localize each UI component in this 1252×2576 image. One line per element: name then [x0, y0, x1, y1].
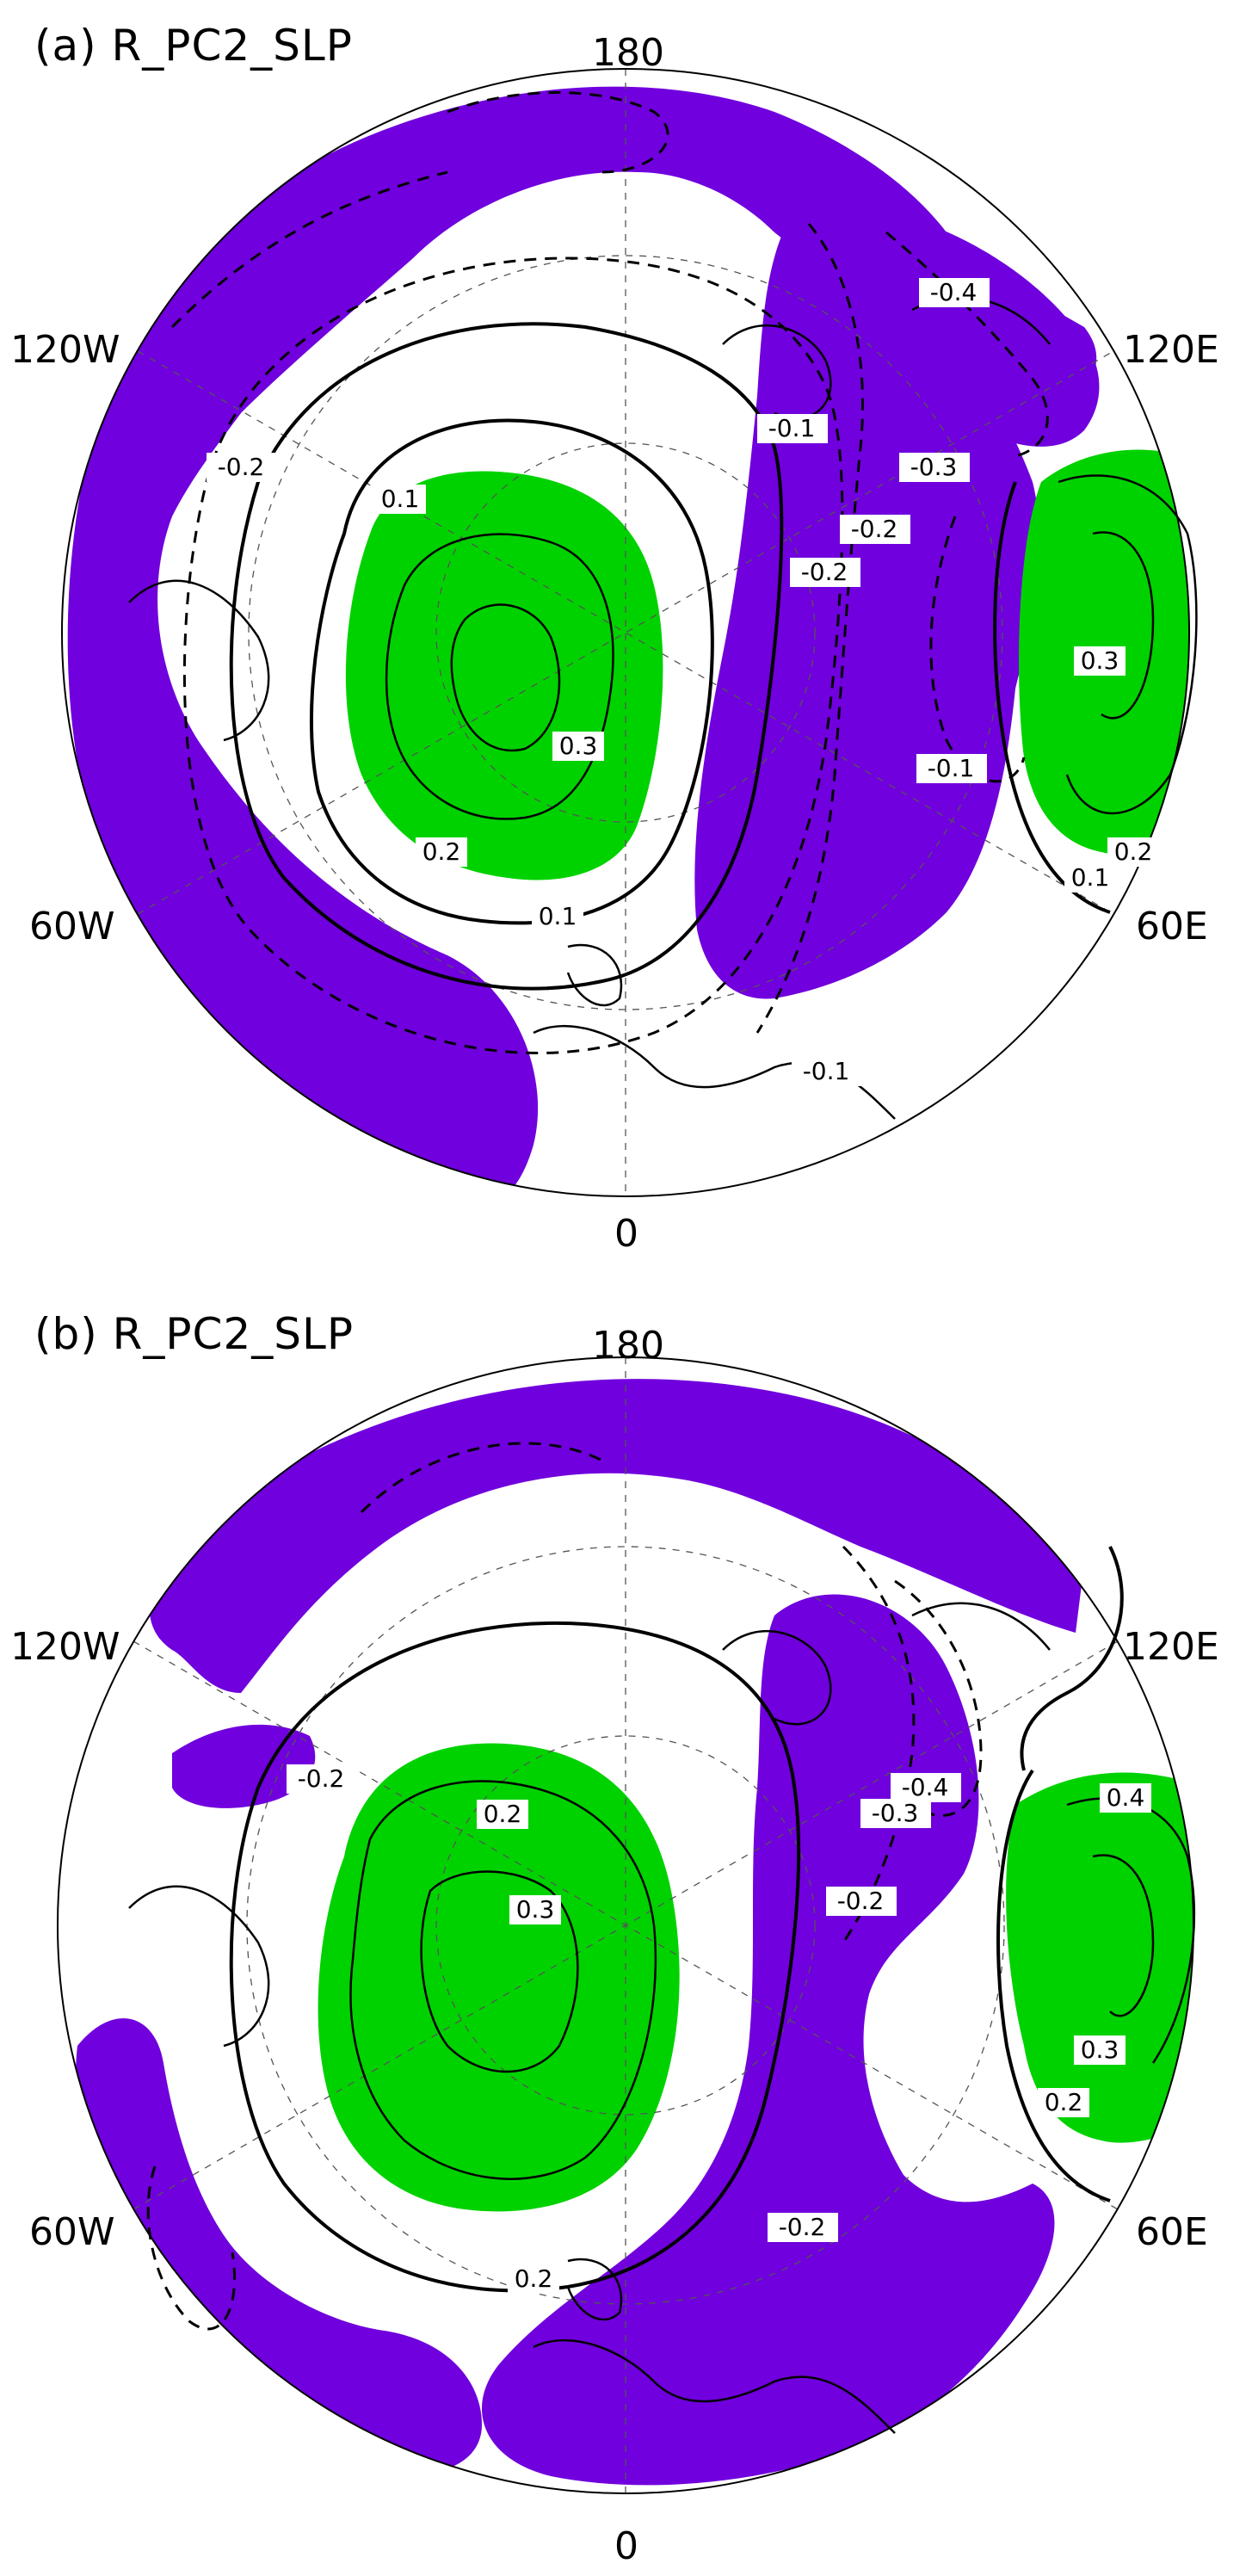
- contour-label: -0.2: [837, 1887, 885, 1915]
- contour-label: 0.3: [1081, 646, 1119, 675]
- lon-label-left-lower: 60W: [29, 2210, 115, 2254]
- lon-label-right-upper: 120E: [1123, 328, 1219, 372]
- contour-label: -0.1: [928, 754, 975, 782]
- contour-label: -0.2: [801, 558, 848, 586]
- contour-label: -0.3: [910, 453, 958, 481]
- lon-label-left-upper: 120W: [10, 1625, 120, 1669]
- contour-label: 0.3: [559, 732, 598, 760]
- contour-label: 0.3: [1081, 2035, 1119, 2064]
- contour-label: 0.2: [515, 2264, 553, 2293]
- contour-label: -0.1: [768, 414, 816, 442]
- polar-map-a: -0.4 -0.3 -0.2 -0.2 -0.2 -0.1 -0.1 -0.1 …: [61, 68, 1198, 1197]
- contour-label: -0.2: [298, 1764, 345, 1793]
- contour-label: 0.1: [539, 902, 577, 930]
- map-boundary-b: [57, 1356, 1194, 2494]
- contour-label: -0.2: [779, 2213, 826, 2241]
- contours-b: [146, 1442, 1196, 2331]
- contour-label: -0.2: [851, 515, 898, 543]
- contour-label: 0.2: [1045, 2088, 1083, 2116]
- map-boundary-a: [61, 68, 1190, 1197]
- contour-label: -0.4: [930, 278, 978, 306]
- contour-label: -0.2: [218, 453, 265, 481]
- contour-label: 0.2: [484, 1800, 522, 1828]
- contour-label: 0.3: [516, 1895, 555, 1924]
- panel-b: -0.4 -0.3 -0.2 -0.2 -0.2 0.2 0.2 0.2 0.3…: [0, 1288, 1252, 2576]
- negative-region-pacific: [67, 86, 1097, 1196]
- negative-region-west: [76, 2017, 482, 2474]
- lon-label-top: 180: [592, 31, 664, 75]
- negative-region-pacific: [149, 1379, 1084, 1693]
- contour-label: 0.4: [1107, 1783, 1145, 1812]
- contour-label: -0.1: [803, 1057, 850, 1085]
- lon-label-left-lower: 60W: [29, 905, 115, 948]
- lon-label-right-upper: 120E: [1123, 1625, 1219, 1669]
- lon-label-bottom: 0: [614, 2524, 638, 2568]
- contour-label: -0.4: [902, 1773, 949, 1801]
- contour-label: -0.3: [872, 1799, 919, 1827]
- lon-label-left-upper: 120W: [10, 328, 120, 372]
- graticule-a: [137, 69, 1114, 1196]
- graticule-b: [133, 1357, 1119, 2493]
- lon-label-bottom: 0: [614, 1212, 638, 1256]
- contour-label: 0.1: [381, 485, 420, 513]
- contour-label: 0.1: [1071, 863, 1110, 892]
- polar-map-b: -0.4 -0.3 -0.2 -0.2 -0.2 0.2 0.2 0.2 0.3…: [57, 1356, 1196, 2494]
- panel-title: (a) R_PC2_SLP: [34, 21, 353, 71]
- coastlines-b: [128, 1602, 1051, 2434]
- positive-region-asia: [1006, 1772, 1193, 2143]
- panel-a: -0.4 -0.3 -0.2 -0.2 -0.2 -0.1 -0.1 -0.1 …: [10, 21, 1219, 1256]
- contour-label: 0.2: [422, 837, 461, 866]
- contour-label: 0.2: [1114, 837, 1153, 866]
- panel-title: (b) R_PC2_SLP: [34, 1309, 355, 1359]
- contour-labels-b: -0.4 -0.3 -0.2 -0.2 -0.2 0.2 0.2 0.2 0.3…: [287, 1764, 1151, 2294]
- lon-label-right-lower: 60E: [1136, 905, 1208, 948]
- contour-labels-a: -0.4 -0.3 -0.2 -0.2 -0.2 -0.1 -0.1 -0.1 …: [207, 278, 1159, 1086]
- lon-label-top: 180: [592, 1324, 664, 1368]
- lon-label-right-lower: 60E: [1136, 2210, 1208, 2254]
- contours-a: [170, 91, 1198, 1054]
- positive-region-arctic: [318, 1743, 680, 2212]
